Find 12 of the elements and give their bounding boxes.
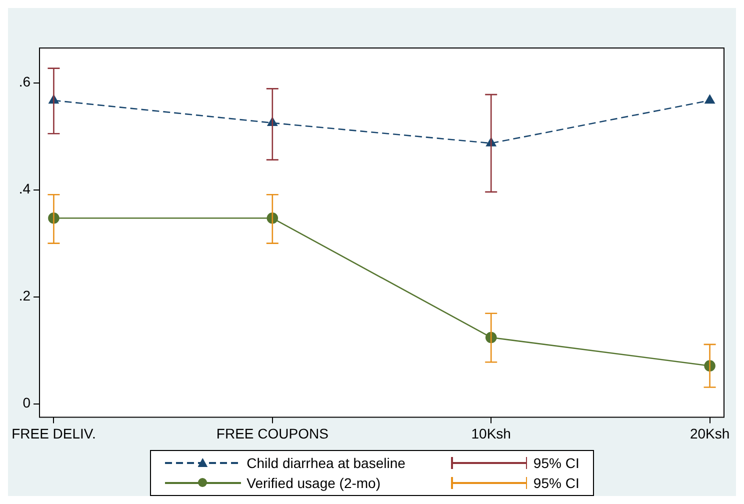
x-tick-label: FREE DELIV. xyxy=(12,425,96,442)
y-tick-label: .2 xyxy=(18,288,31,304)
y-tick-label: 0 xyxy=(22,394,31,411)
x-tick-label: FREE COUPONS xyxy=(216,425,328,442)
text: 95% CI xyxy=(533,455,580,471)
y-tick-label: .6 xyxy=(18,74,31,90)
y-tick-label: .4 xyxy=(18,180,31,197)
text: 95% CI xyxy=(533,475,580,491)
x-tick-label: 10Ksh xyxy=(471,425,511,442)
x-tick-label: 20Ksh xyxy=(690,425,730,442)
legend-label: Verified usage (2-mo) xyxy=(246,475,382,491)
legend-label: Child diarrhea at baseline xyxy=(246,455,406,471)
